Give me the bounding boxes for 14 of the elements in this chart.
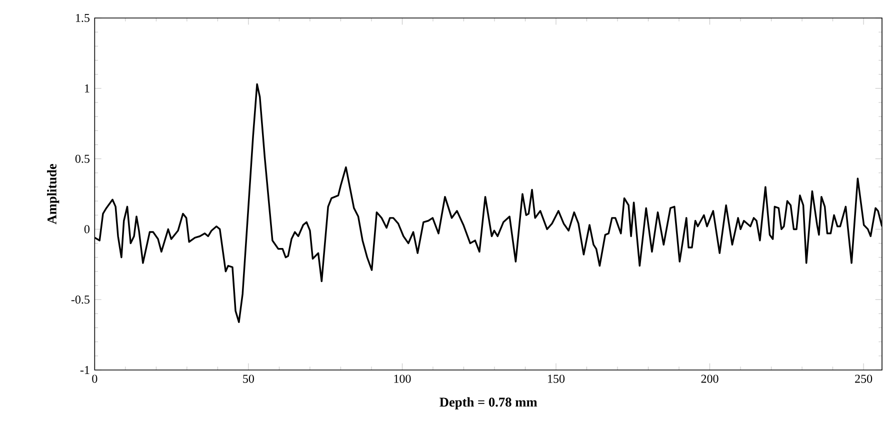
x-tick-label: 250 [855,374,872,383]
x-tick-label: 0 [92,374,98,383]
y-tick-label: -0.5 [71,296,90,304]
x-axis-title: Depth = 0.78 mm [440,397,538,410]
y-tick-label: 1.5 [76,14,90,22]
x-tick-label: 50 [243,374,254,383]
y-tick-label: 0.5 [75,154,90,163]
x-tick-label: 200 [701,374,718,383]
x-tick-label: 100 [394,374,411,383]
y-tick-label: 1 [85,84,90,92]
x-tick-label: 150 [548,374,565,383]
y-tick-label: -1 [80,366,90,374]
y-axis-title: Amplitude [47,164,60,224]
y-tick-label: 0 [84,225,90,234]
